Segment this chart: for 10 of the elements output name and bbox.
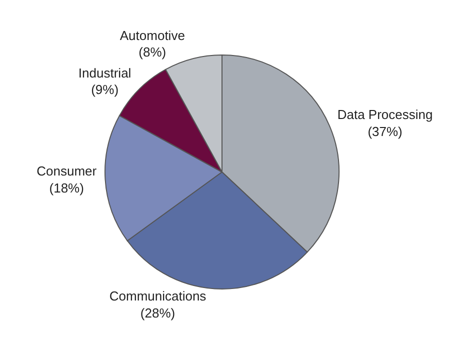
slice-label: Consumer (36, 163, 98, 178)
data-label: (28%) (140, 306, 176, 321)
slice-label: Automotive (120, 28, 185, 43)
slice-label: Data Processing (337, 107, 433, 122)
data-label: (37%) (368, 124, 402, 139)
data-label: (9%) (91, 82, 119, 98)
data-label: (8%) (138, 44, 166, 60)
data-label: (18%) (49, 180, 84, 196)
slice-label: Communications (109, 288, 207, 304)
slice-label: Industrial (78, 65, 132, 80)
